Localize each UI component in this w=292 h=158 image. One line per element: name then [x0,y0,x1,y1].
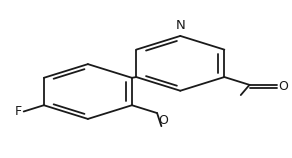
Text: O: O [279,80,288,93]
Text: F: F [14,105,21,118]
Text: O: O [159,114,168,127]
Text: N: N [175,19,185,32]
